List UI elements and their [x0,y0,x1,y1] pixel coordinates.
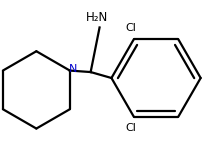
Text: Cl: Cl [125,23,136,33]
Text: N: N [69,64,78,74]
Text: H₂N: H₂N [85,12,108,24]
Text: Cl: Cl [125,123,136,133]
